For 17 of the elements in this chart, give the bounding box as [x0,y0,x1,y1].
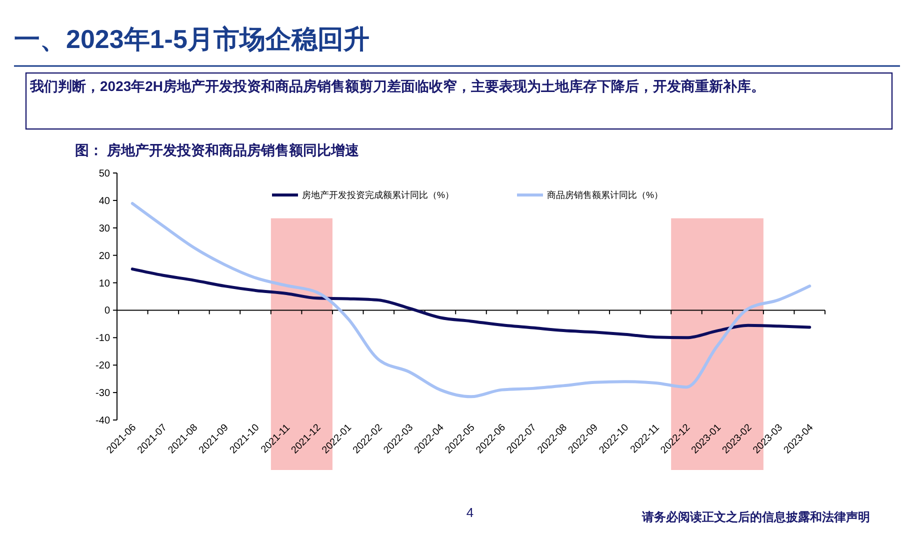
y-tick-label: 20 [98,250,110,262]
text: 我们判断，2023年2H房地产开发投资和商品房销售额剪刀差面临收窄，主要表现为土地库存下降后，开发商重新补库。 [30,77,766,96]
y-tick-label: 50 [98,168,110,180]
y-tick-label: -40 [96,416,110,426]
chart-title: 一、2023年1-5月市场企稳回升 [14,24,370,54]
text: 4 [466,505,474,520]
y-tick-label: 0 [104,306,110,317]
y-tick-label: 10 [98,278,110,290]
legend-label: 商品房销售额累计同比（%） [547,190,664,200]
y-tick-label: 40 [98,196,110,207]
y-tick-label: -20 [96,360,110,372]
legend-label: 房地产开发投资完成额累计同比（%） [302,190,454,200]
y-tick-label: -30 [96,388,110,400]
y-tick-label: 30 [98,223,110,234]
y-tick-label: -10 [96,333,110,344]
chart-subtitle: 图： 房地产开发投资和商品房销售额同比增速 [75,142,360,158]
text: 请务必阅读正文之后的信息披露和法律声明 [641,510,870,524]
